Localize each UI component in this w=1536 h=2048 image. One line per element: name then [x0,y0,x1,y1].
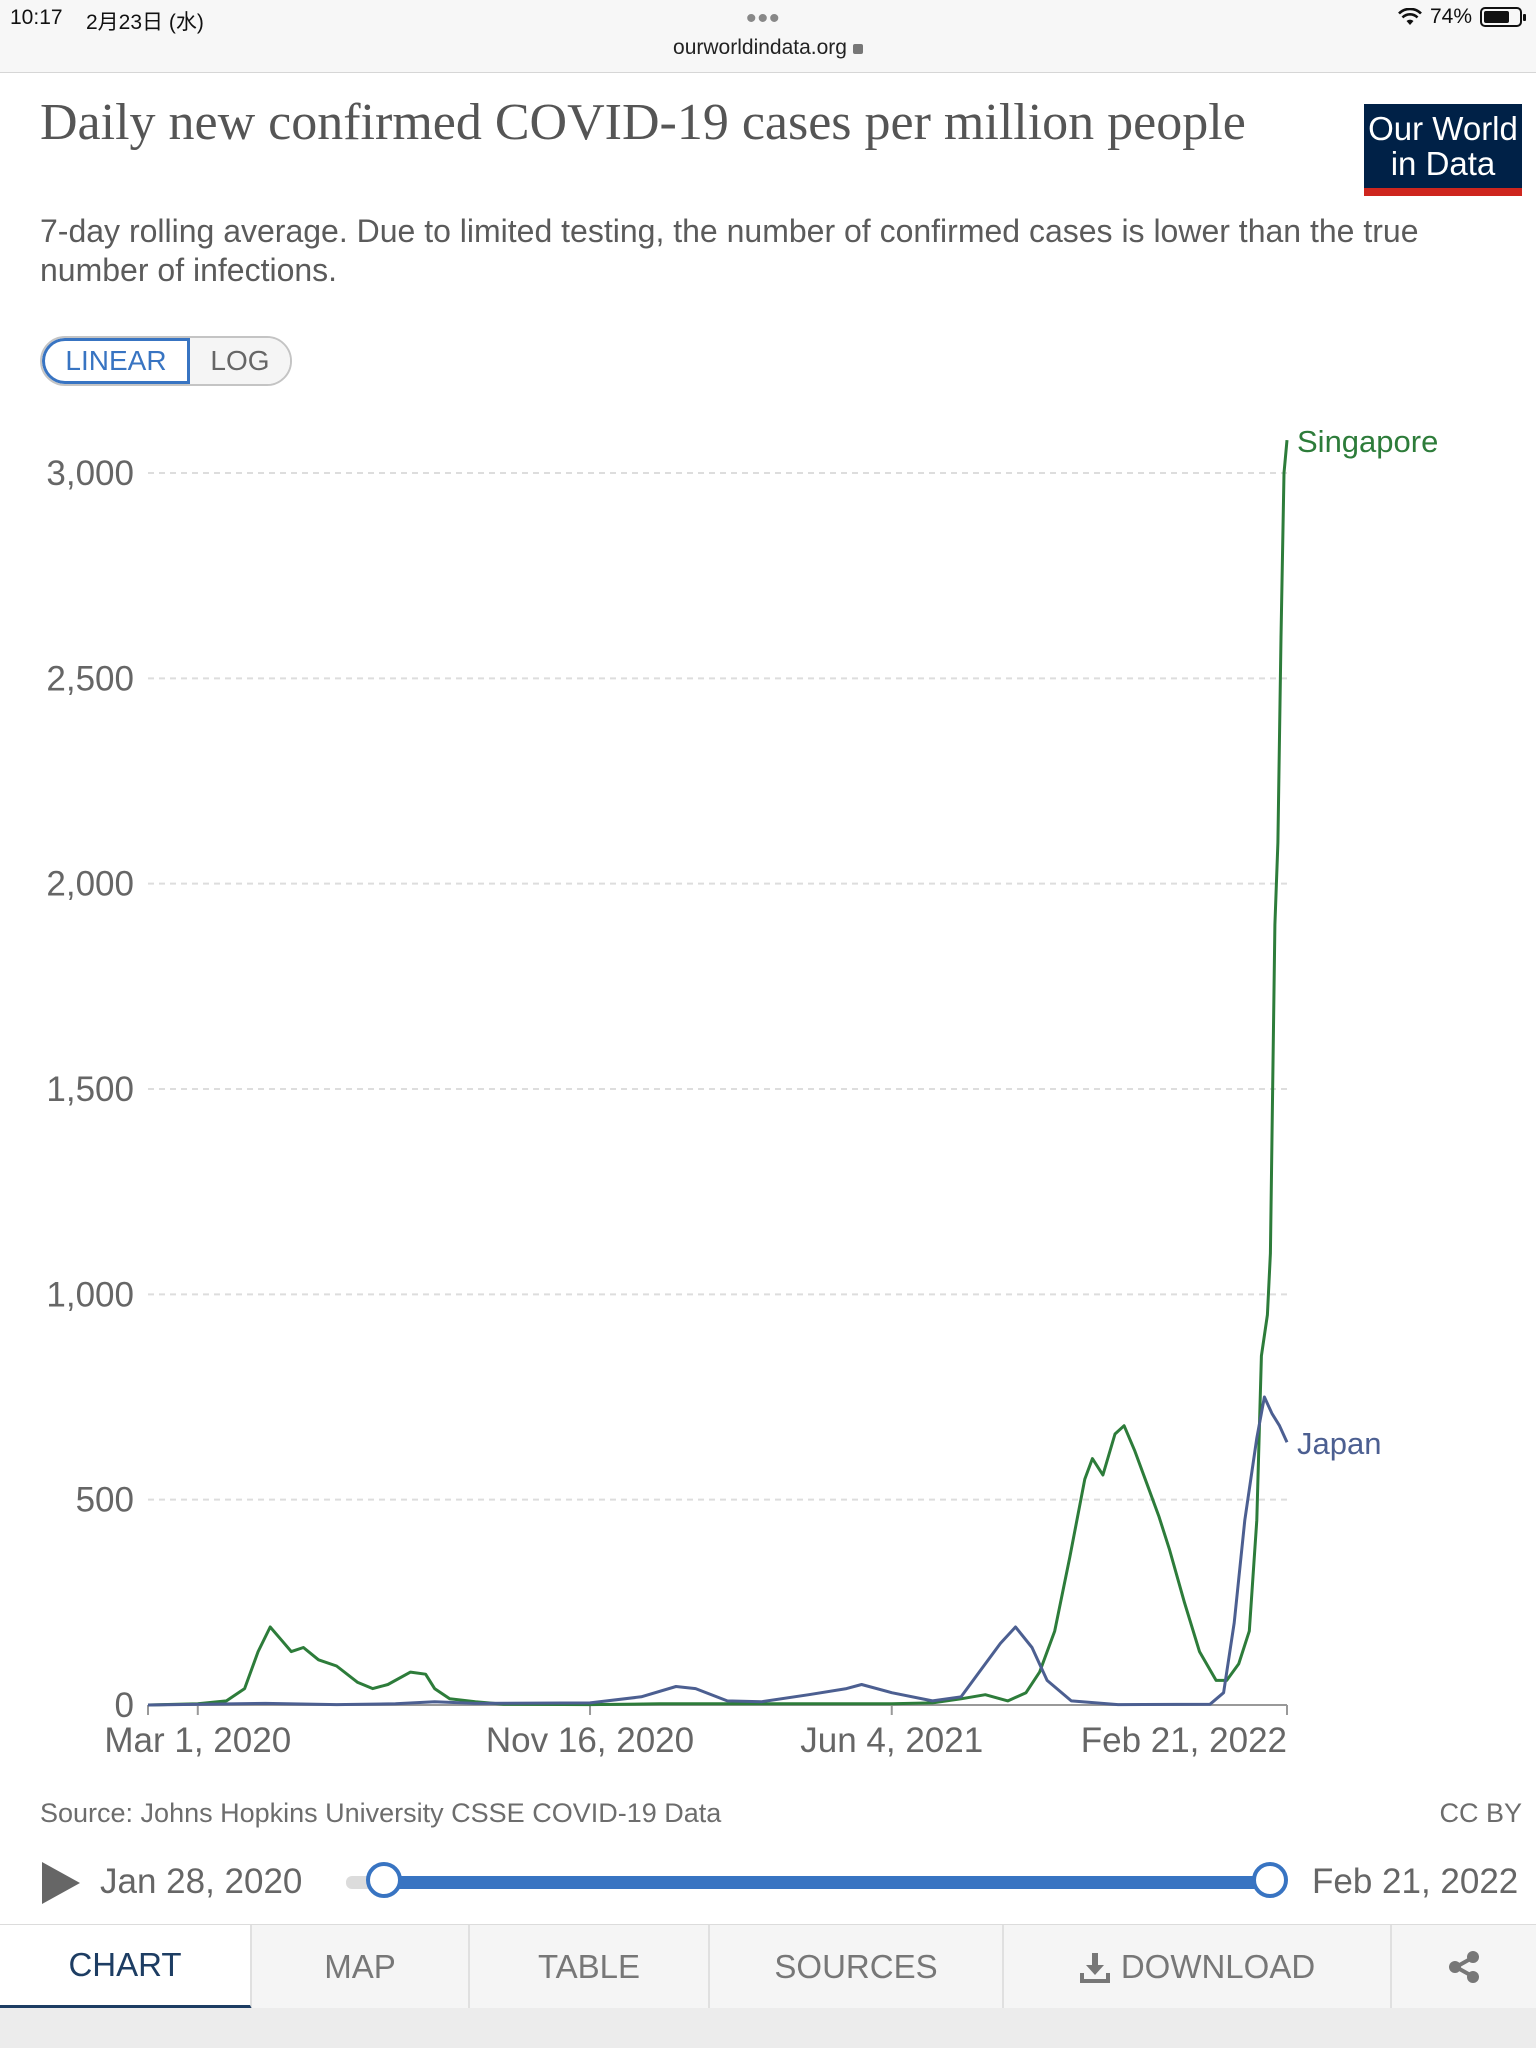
y-tick-label: 2,500 [46,659,134,698]
tab-table[interactable]: TABLE [470,1925,710,2009]
battery-percent: 74% [1429,5,1472,28]
log-scale-button[interactable]: LOG [190,338,290,384]
linear-scale-button[interactable]: LINEAR [42,338,190,384]
play-icon[interactable] [42,1862,80,1904]
timeline-start-handle[interactable] [366,1862,402,1898]
y-tick-label: 500 [76,1481,134,1520]
logo-line-1: Our World [1368,110,1518,147]
url-text: ourworldindata.org [673,36,847,59]
share-button[interactable] [1392,1925,1536,2009]
timeline-end-date: Feb 21, 2022 [1312,1862,1519,1901]
url-bar[interactable]: ourworldindata.org [0,36,1536,60]
y-tick-label: 1,000 [46,1275,134,1314]
y-tick-label: 3,000 [46,454,134,493]
chart-title: Daily new confirmed COVID-19 cases per m… [40,94,1246,151]
tab-label: CHART [68,1946,182,1983]
share-icon [1447,1950,1481,1984]
page-bottom-strip [0,2008,1536,2048]
y-tick-label: 1,500 [46,1070,134,1109]
y-tick-label: 0 [115,1686,134,1725]
logo-line-2: in Data [1390,145,1496,182]
tab-download[interactable]: DOWNLOAD [1004,1925,1392,2009]
status-indicators: 74% [1398,5,1526,29]
x-tick-label: Nov 16, 2020 [486,1721,694,1760]
timeline-end-handle[interactable] [1252,1862,1288,1898]
clock: 10:17 [10,6,63,29]
source-note: Source: Johns Hopkins University CSSE CO… [40,1798,722,1828]
series-line-japan [147,1395,1289,1707]
tab-map[interactable]: MAP [252,1925,470,2009]
wifi-icon [1398,8,1422,25]
line-chart: 0 500 1,000 1,500 2,000 2,500 3,000 Mar 1, 2020… [46,424,1438,1760]
x-tick-label: Mar 1, 2020 [104,1721,291,1760]
chart-subtitle: 7-day rolling average. Due to limited te… [40,213,1419,288]
x-tick-label: Feb 21, 2022 [1081,1721,1287,1760]
series-label-singapore: Singapore [1297,424,1438,459]
bottom-tab-bar: CHART MAP TABLE SOURCES DOWNLOAD [0,1924,1536,2009]
tab-label: SOURCES [774,1948,938,1985]
series-line-singapore [147,439,1289,1707]
date: 2月23日 (水) [86,11,204,34]
owid-logo[interactable]: Our World in Data [1364,104,1522,196]
more-dots-icon[interactable]: ••• [746,2,781,35]
battery-icon [1480,7,1526,27]
download-icon [1079,1951,1111,1983]
tab-chart[interactable]: CHART [0,1925,252,2009]
tab-label: TABLE [537,1948,641,1985]
y-tick-label: 2,000 [46,865,134,904]
series-label-japan: Japan [1297,1426,1381,1461]
browser-status-bar: 10:17 2月23日 (水) ••• ourworldindata.org 7… [0,0,1536,73]
x-tick-label: Jun 4, 2021 [800,1721,983,1760]
tab-sources[interactable]: SOURCES [710,1925,1004,2009]
timeline-start-date: Jan 28, 2020 [100,1862,303,1901]
lock-icon [852,44,863,54]
tab-label: DOWNLOAD [1120,1948,1316,1985]
tab-label: MAP [324,1948,396,1985]
timeline-selected-range[interactable] [384,1876,1270,1889]
scale-toggle: LINEAR LOG [40,336,292,386]
license-link[interactable]: CC BY [1439,1798,1522,1828]
